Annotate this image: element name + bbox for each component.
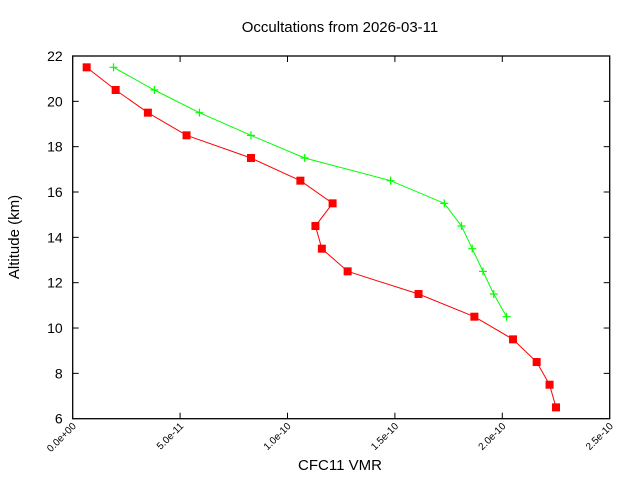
data-point	[109, 63, 118, 72]
data-point	[470, 312, 479, 321]
data-point	[82, 63, 91, 72]
data-point	[296, 176, 305, 185]
data-point	[311, 222, 320, 231]
data-point	[195, 108, 204, 117]
x-tick-label: 2.0e-10	[477, 421, 509, 453]
chart-title: Occultations from 2026-03-11	[242, 19, 439, 36]
data-point	[509, 335, 518, 344]
y-tick-label: 20	[47, 93, 63, 109]
y-axis-label: Altitude (km)	[6, 195, 23, 279]
data-point	[457, 222, 466, 231]
data-point	[502, 312, 511, 321]
y-tick-label: 16	[47, 184, 63, 200]
data-point	[343, 267, 352, 276]
data-point	[386, 176, 395, 185]
data-point	[182, 131, 191, 140]
x-tick-label: 2.5e-10	[584, 421, 616, 453]
series-line-1	[113, 66, 508, 317]
data-point	[478, 267, 487, 276]
y-tick-label: 22	[47, 48, 63, 64]
data-point	[300, 154, 309, 163]
y-tick-label: 6	[55, 411, 63, 427]
data-point	[111, 86, 120, 95]
data-point	[489, 290, 498, 299]
x-tick-label: 1.0e-10	[262, 421, 294, 453]
y-tick-label: 10	[47, 320, 63, 336]
y-tick-label: 12	[47, 275, 63, 291]
data-point	[328, 199, 337, 208]
y-tick-label: 8	[55, 365, 63, 381]
data-point	[552, 403, 560, 412]
y-tick-label: 18	[47, 139, 63, 155]
y-tick-label: 14	[47, 229, 63, 245]
data-point	[246, 154, 255, 163]
data-point	[468, 244, 477, 253]
plot-frame	[72, 55, 611, 420]
data-point	[150, 86, 159, 95]
data-point	[317, 244, 326, 253]
x-tick-label: 5.0e-11	[155, 421, 187, 453]
data-point	[545, 380, 554, 389]
x-tick-label: 1.5e-10	[369, 421, 401, 453]
data-point	[246, 131, 255, 140]
data-point	[414, 290, 423, 299]
x-axis-label: CFC11 VMR	[298, 457, 382, 474]
data-point	[532, 358, 541, 367]
data-point	[143, 108, 152, 117]
data-point	[440, 199, 449, 208]
series-line-0	[86, 66, 557, 408]
